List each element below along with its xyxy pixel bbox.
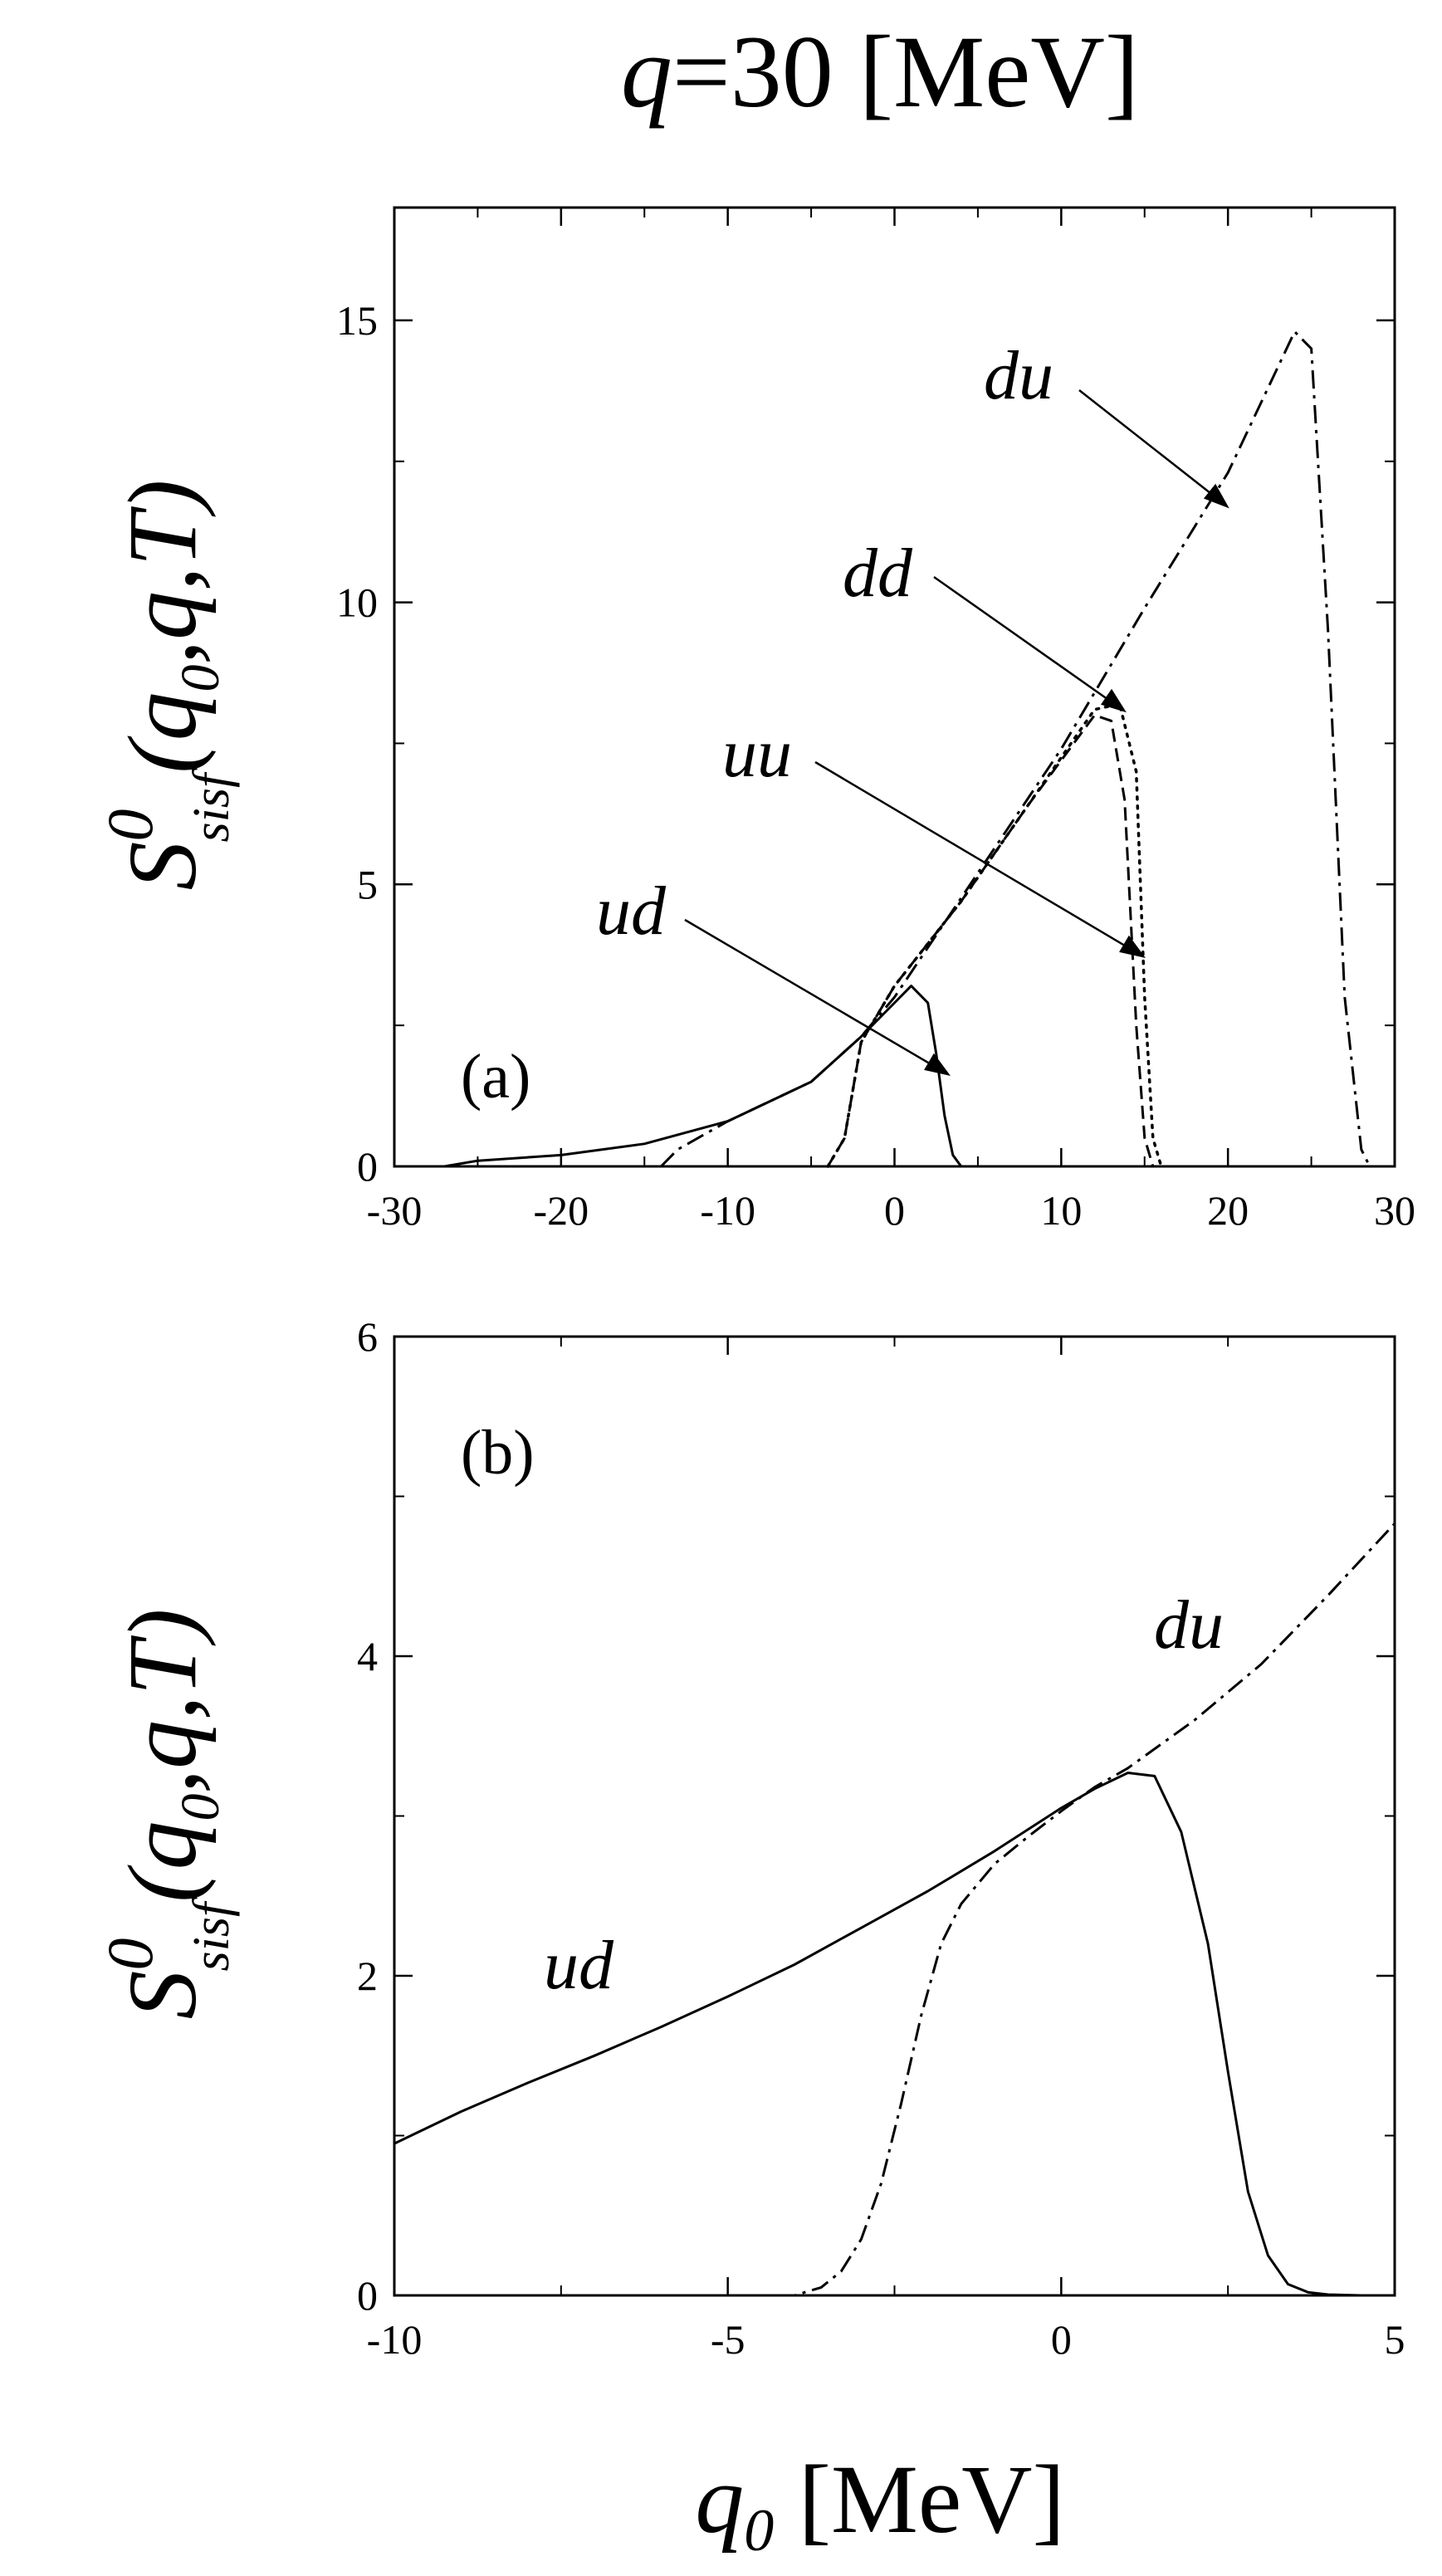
y-tick-label: 6 — [357, 1313, 378, 1360]
panel-a-annotation-uu: uu — [722, 715, 792, 792]
x-tick-label: -10 — [700, 1187, 755, 1234]
x-tick-label: 5 — [1385, 2316, 1405, 2363]
panel-a-arrow-uu — [814, 760, 1138, 955]
x-axis-label: q0 [MeV] — [695, 2445, 1065, 2564]
panel-b-ylabel: S0 sisf(q0,q,T) — [94, 1609, 240, 2020]
panel-a-arrowhead-ud — [924, 1053, 951, 1076]
series-du-line — [394, 1523, 1396, 2297]
x-tick-label: 0 — [884, 1187, 905, 1234]
panel-a-arrow-dd — [933, 575, 1120, 709]
panel-a-series — [444, 330, 1371, 1168]
y-tick-label: 15 — [336, 297, 378, 344]
x-tick-label: 0 — [1051, 2316, 1072, 2363]
panel-b-ticks: -10 -5 0 5 0 2 4 6 — [357, 1313, 1405, 2363]
y-tick-label: 0 — [357, 2272, 378, 2319]
panel-a-label: (a) — [461, 1042, 530, 1112]
y-tick-label: 2 — [357, 1953, 378, 1999]
panel-a-ticks: -30 -20 -10 0 10 20 30 0 5 10 15 — [336, 208, 1415, 1234]
x-tick-label: -20 — [534, 1187, 589, 1234]
y-tick-label: 0 — [357, 1143, 378, 1190]
x-tick-label: -10 — [367, 2316, 423, 2363]
series-du-line — [660, 330, 1371, 1168]
series-uu-line — [826, 702, 1163, 1168]
figure-title: q=30 [MeV] — [621, 15, 1139, 129]
panel-b-series — [393, 1523, 1396, 2297]
panel-b-annotation-ud: ud — [544, 1927, 614, 2004]
y-tick-label: 5 — [357, 861, 378, 907]
panel-b: -10 -5 0 5 0 2 4 6 (b) du ud — [357, 1313, 1405, 2363]
panel-a-arrowhead-uu — [1119, 935, 1146, 958]
series-ud-line — [393, 1772, 1395, 2297]
x-tick-label: 20 — [1207, 1187, 1249, 1234]
x-tick-label: -30 — [367, 1187, 423, 1234]
panel-a-arrow-ud — [684, 918, 943, 1073]
x-tick-label: 30 — [1374, 1187, 1415, 1234]
y-tick-label: 10 — [336, 579, 378, 626]
panel-b-frame — [393, 1335, 1396, 2297]
series-ud-line — [444, 985, 963, 1168]
panel-b-annotation-du: du — [1154, 1586, 1224, 1664]
series-dd-line — [826, 714, 1155, 1167]
panel-b-label: (b) — [461, 1418, 535, 1488]
panel-a-ylabel: S0 sisf(q0,q,T) — [94, 480, 240, 891]
x-tick-label: 10 — [1040, 1187, 1082, 1234]
panel-a-arrowhead-du — [1203, 483, 1229, 509]
panel-a-frame — [393, 206, 1396, 1168]
panel-a-annotation-du: du — [984, 337, 1053, 414]
x-tick-label: -5 — [711, 2316, 745, 2363]
panel-a-arrow-du — [1078, 389, 1223, 503]
panel-a: -30 -20 -10 0 10 20 30 0 5 10 15 (a) du dd uu ud — [336, 206, 1415, 1234]
panel-a-annotation-dd: dd — [843, 535, 913, 612]
panel-a-arrowhead-dd — [1101, 688, 1127, 713]
panel-a-annotation-ud: ud — [596, 873, 667, 950]
y-tick-label: 4 — [357, 1633, 378, 1679]
